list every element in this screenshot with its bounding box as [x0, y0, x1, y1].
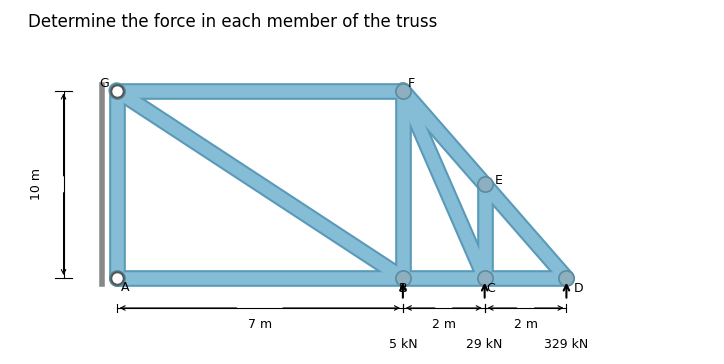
Text: D: D [574, 282, 584, 295]
Text: 2 m: 2 m [513, 318, 537, 331]
Text: 10 m: 10 m [30, 168, 43, 200]
Text: 7 m: 7 m [248, 318, 272, 331]
Text: E: E [495, 174, 503, 187]
Text: C: C [487, 282, 495, 295]
Text: B: B [399, 282, 407, 295]
Text: 29 kN: 29 kN [466, 338, 503, 351]
Text: G: G [100, 78, 109, 91]
Text: 5 kN: 5 kN [389, 338, 417, 351]
Text: F: F [408, 78, 415, 91]
Text: 2 m: 2 m [432, 318, 456, 331]
Text: Determine the force in each member of the truss: Determine the force in each member of th… [28, 13, 438, 31]
Text: A: A [121, 281, 129, 294]
Text: 329 kN: 329 kN [544, 338, 589, 351]
